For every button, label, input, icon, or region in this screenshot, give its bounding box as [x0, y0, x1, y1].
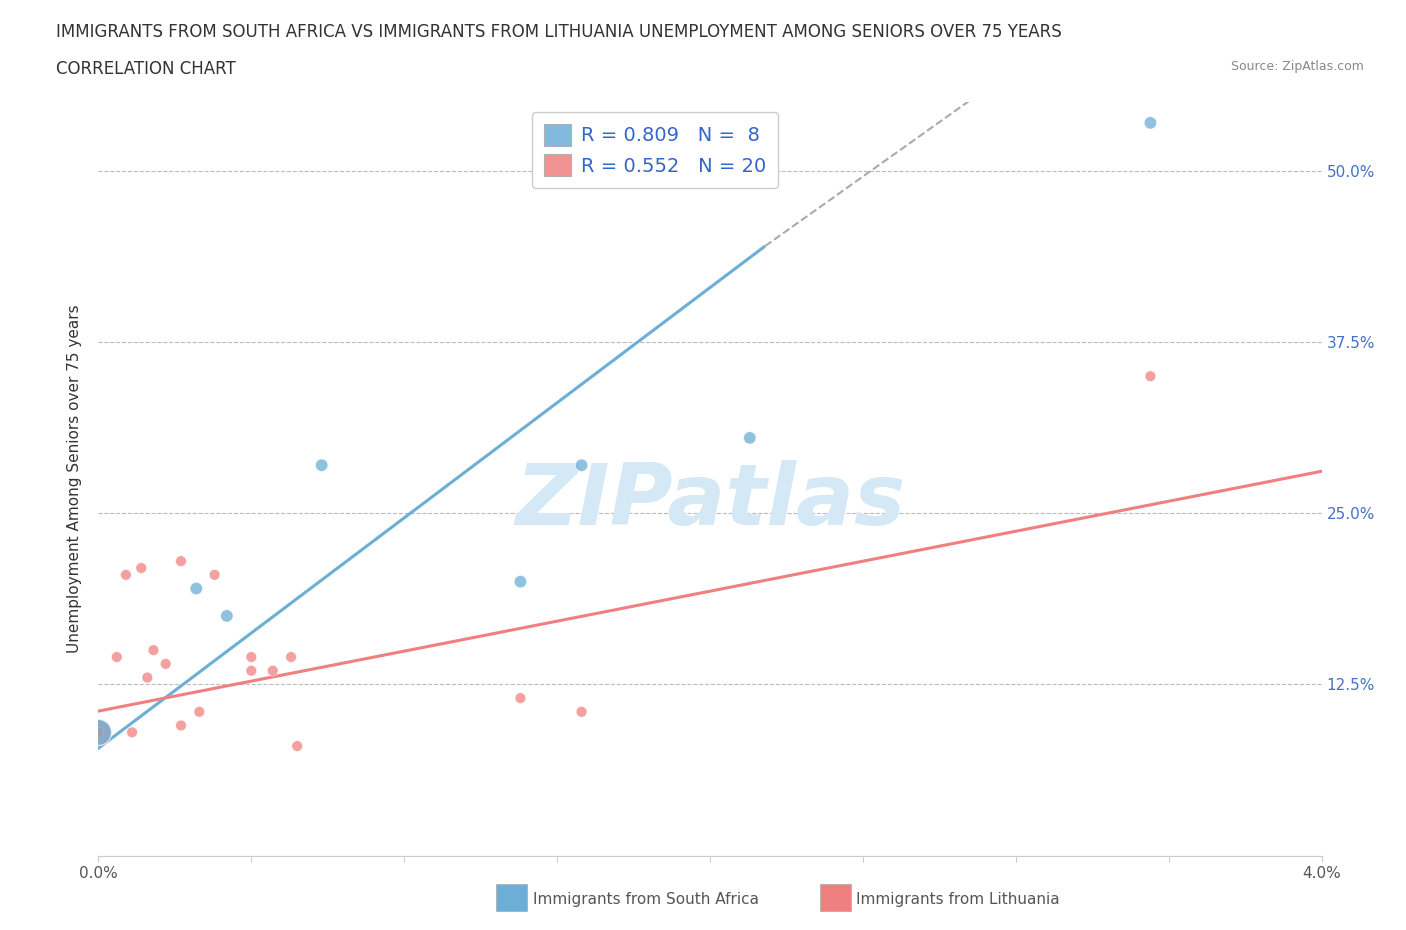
Text: CORRELATION CHART: CORRELATION CHART	[56, 60, 236, 78]
Legend: R = 0.809   N =  8, R = 0.552   N = 20: R = 0.809 N = 8, R = 0.552 N = 20	[533, 112, 778, 188]
Point	[280, 649, 302, 664]
Point	[204, 567, 226, 582]
Point	[87, 724, 110, 739]
Point	[87, 724, 110, 739]
Text: Source: ZipAtlas.com: Source: ZipAtlas.com	[1230, 60, 1364, 73]
Point	[738, 431, 761, 445]
Text: Immigrants from South Africa: Immigrants from South Africa	[533, 892, 759, 907]
Point	[571, 458, 593, 472]
Point	[311, 458, 333, 472]
Text: ZIPatlas: ZIPatlas	[515, 460, 905, 543]
Point	[240, 649, 263, 664]
Point	[509, 574, 531, 589]
Point	[285, 738, 308, 753]
Point	[87, 724, 110, 739]
Point	[170, 718, 193, 733]
Point	[170, 553, 193, 568]
Point	[115, 567, 138, 582]
Point	[571, 704, 593, 719]
Point	[129, 561, 152, 576]
Point	[215, 608, 238, 623]
Text: IMMIGRANTS FROM SOUTH AFRICA VS IMMIGRANTS FROM LITHUANIA UNEMPLOYMENT AMONG SEN: IMMIGRANTS FROM SOUTH AFRICA VS IMMIGRAN…	[56, 23, 1062, 41]
Point	[121, 724, 143, 739]
Point	[142, 643, 165, 658]
Point	[1139, 115, 1161, 130]
Point	[105, 649, 128, 664]
Point	[509, 691, 531, 706]
Text: Immigrants from Lithuania: Immigrants from Lithuania	[856, 892, 1060, 907]
Point	[188, 704, 211, 719]
Point	[262, 663, 284, 678]
Y-axis label: Unemployment Among Seniors over 75 years: Unemployment Among Seniors over 75 years	[67, 305, 83, 653]
Point	[136, 671, 159, 685]
Point	[155, 657, 177, 671]
Point	[186, 581, 208, 596]
Point	[240, 663, 263, 678]
Point	[1139, 369, 1161, 384]
Point	[87, 724, 110, 739]
